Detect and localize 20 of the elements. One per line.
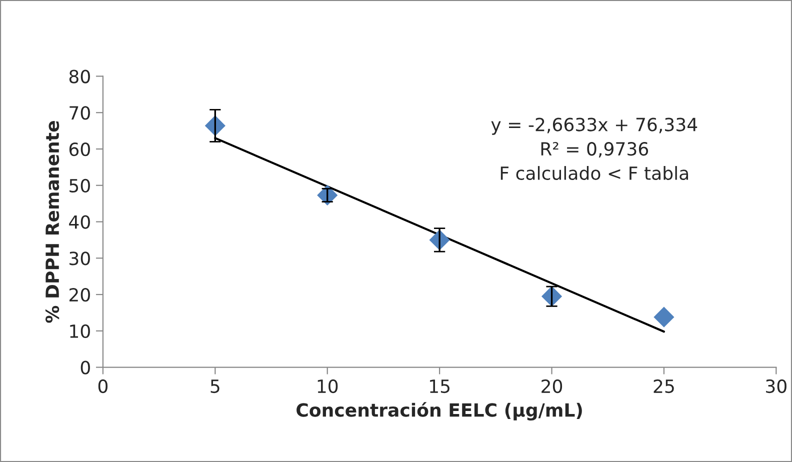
- y-axis-title: % DPPH Remanente: [45, 121, 60, 323]
- point: [654, 306, 674, 328]
- annotation: y = -2,6633x + 76,334 R² = 0,9736 F calculado < F tabla: [491, 118, 698, 180]
- y-tick-label: 80: [69, 70, 90, 84]
- y-tick-label: 20: [70, 288, 90, 302]
- y-tick-label: 60: [69, 142, 90, 156]
- x-tick-label: 25: [654, 379, 674, 394]
- y-tick-label: 30: [70, 252, 90, 266]
- x-axis-title: Concentración EELC (µg/mL): [296, 402, 582, 420]
- x-tick-label: 15: [430, 380, 450, 394]
- y-tick-label: 10: [70, 324, 90, 338]
- y-tick-label: 40: [69, 215, 90, 229]
- y-tick-label: 70: [70, 106, 90, 120]
- x-tick-label: 5: [210, 380, 220, 394]
- x-tick-label: 30: [766, 379, 786, 394]
- x-tick-label: 20: [542, 379, 562, 394]
- x-tick-label: 0: [98, 379, 108, 394]
- y-tick-label: 50: [70, 178, 90, 192]
- y-tick-label: 0: [80, 360, 90, 374]
- x-tick-label: 10: [318, 379, 338, 394]
